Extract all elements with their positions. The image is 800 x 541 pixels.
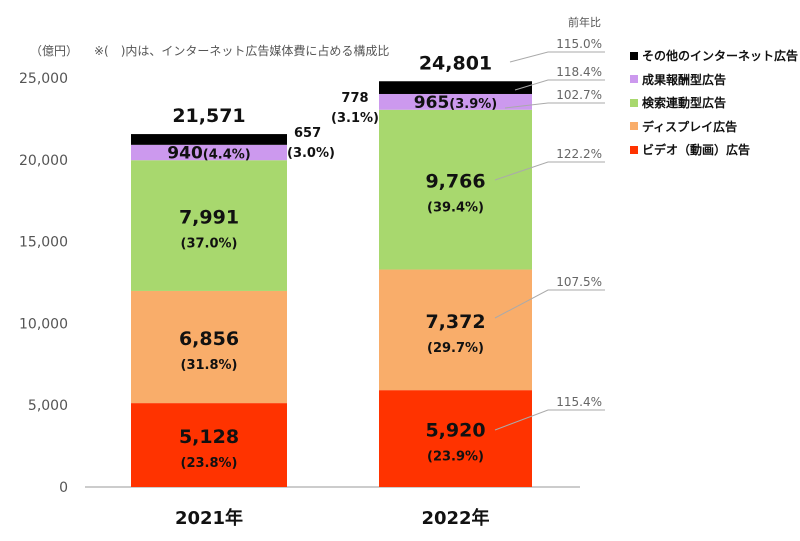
yoy-leader-line (494, 289, 605, 319)
data-label: 965(3.9%) (414, 93, 497, 113)
legend-swatch (630, 122, 638, 131)
legend-swatch (630, 51, 638, 60)
yoy-leader-line (494, 161, 605, 181)
data-label: 657 (294, 126, 321, 141)
yoy-leader-line (509, 51, 605, 63)
yoy-label: 122.2% (556, 147, 602, 161)
bar-segment (379, 109, 532, 270)
legend-label: ビデオ（動画）広告 (642, 143, 751, 158)
y-tick-label: 20,000 (19, 153, 68, 169)
bar-segment (379, 390, 532, 487)
data-label: 778 (341, 91, 368, 106)
y-tick-label: 10,000 (19, 316, 68, 332)
y-tick-label: 5,000 (28, 398, 68, 414)
share-label: (37.0%) (181, 237, 238, 252)
yoy-label: 115.4% (556, 395, 602, 409)
data-label: 7,991 (179, 207, 239, 229)
share-label: (31.8%) (181, 358, 238, 373)
yoy-header: 前年比 (568, 16, 601, 29)
legend-label: その他のインターネット広告 (642, 49, 799, 64)
y-tick-label: 15,000 (19, 235, 68, 251)
yoy-leader-line (494, 409, 605, 431)
total-label: 24,801 (419, 52, 492, 74)
legend-item: ディスプレイ広告 (630, 115, 798, 139)
legend-label: 成果報酬型広告 (642, 72, 727, 87)
legend-swatch (630, 145, 638, 154)
total-label: 21,571 (172, 105, 245, 127)
data-label: 5,920 (425, 420, 485, 442)
legend: その他のインターネット広告 成果報酬型広告 検索連動型広告 ディスプレイ広告 ビデオ（動… (630, 44, 798, 162)
y-tick-label: 0 (59, 480, 68, 496)
data-label: 7,372 (425, 311, 485, 333)
legend-swatch (630, 98, 638, 107)
legend-item: ビデオ（動画）広告 (630, 138, 798, 162)
bar-segment (131, 290, 287, 404)
legend-item: 検索連動型広告 (630, 91, 798, 115)
legend-item: 成果報酬型広告 (630, 68, 798, 92)
yoy-label: 107.5% (556, 275, 602, 289)
legend-label: 検索連動型広告 (642, 96, 727, 111)
share-label: (3.0%) (287, 146, 335, 161)
y-tick-label: 25,000 (19, 71, 68, 87)
data-label: 940(4.4%) (167, 144, 250, 164)
data-label: 5,128 (179, 426, 239, 448)
legend-swatch (630, 75, 638, 84)
data-label: 6,856 (179, 328, 239, 350)
data-label: 9,766 (425, 171, 485, 193)
share-label: (29.7%) (427, 341, 484, 356)
bar-segment (379, 93, 532, 110)
category-label: 2021年 (175, 507, 243, 529)
note: ※( )内は、インターネット広告媒体費に占める構成比 (94, 44, 390, 58)
bar-segment (131, 403, 287, 487)
bar-segment (379, 81, 532, 94)
legend-label: ディスプレイ広告 (642, 119, 738, 134)
yoy-leader-line (504, 102, 605, 109)
bar-segment (131, 134, 287, 145)
share-label: (23.9%) (427, 450, 484, 465)
share-label: (3.1%) (331, 111, 379, 126)
share-label: (23.8%) (181, 456, 238, 471)
unit-label: （億円） (30, 44, 79, 58)
yoy-label: 115.0% (556, 37, 602, 51)
bar-segment (379, 269, 532, 391)
share-label: (39.4%) (427, 201, 484, 216)
yoy-label: 118.4% (556, 65, 602, 79)
yoy-leader-line (514, 79, 605, 91)
category-label: 2022年 (421, 507, 489, 529)
yoy-label: 102.7% (556, 88, 602, 102)
legend-item: その他のインターネット広告 (630, 44, 798, 68)
bar-segment (131, 144, 287, 161)
bar-segment (131, 160, 287, 291)
